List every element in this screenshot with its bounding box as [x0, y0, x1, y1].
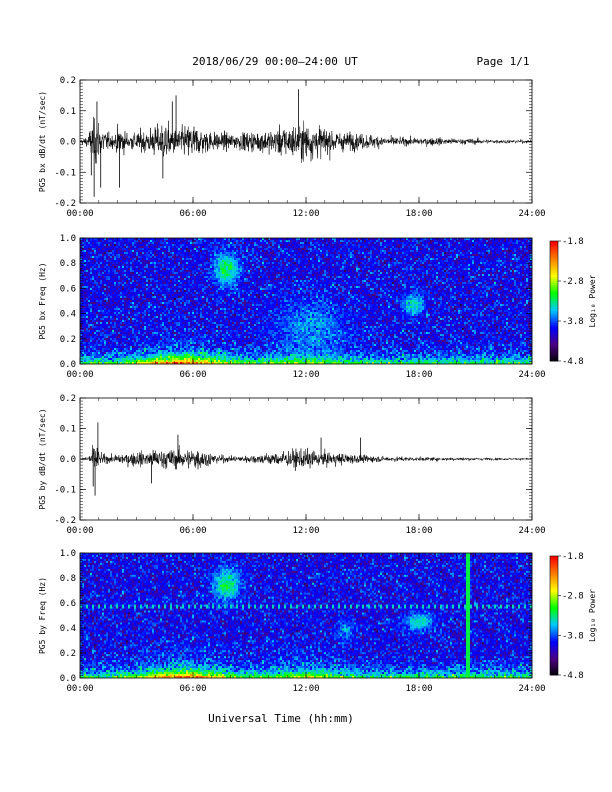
x-tick-label: 18:00: [405, 526, 432, 536]
spectrogram-cells: [80, 553, 533, 679]
y-tick-label: 0.2: [60, 76, 76, 86]
x-tick-label: 18:00: [405, 684, 432, 694]
x-tick-label: 12:00: [292, 209, 319, 219]
y-tick-label: 0.2: [60, 394, 76, 404]
y-axis-label: PG5 bx Freq (Hz): [38, 262, 47, 339]
x-tick-label: 06:00: [179, 684, 206, 694]
y-axis-label: PG5 by Freq (Hz): [38, 577, 47, 654]
y-tick-label: -0.1: [54, 486, 76, 496]
y-tick-label: 0.4: [60, 624, 76, 634]
series-line: [79, 116, 533, 164]
y-tick-label: 0.1: [60, 107, 76, 117]
y-tick-label: 0.2: [60, 649, 76, 659]
x-tick-label: 00:00: [66, 209, 93, 219]
colorbar-tick-label: -1.8: [562, 237, 584, 247]
y-tick-label: -0.2: [54, 516, 76, 526]
x-axis-title: Universal Time (hh:mm): [208, 712, 354, 725]
x-tick-label: 12:00: [292, 370, 319, 380]
colorbar: -1.8 -2.8 -3.8 -4.8 Log₁₀ Power: [549, 552, 597, 681]
colorbar-tick-label: -1.8: [562, 552, 584, 562]
x-tick-label: 06:00: [179, 209, 206, 219]
page-number: Page 1/1: [477, 55, 530, 68]
plot-frame: [79, 237, 533, 365]
y-tick-label: 1.0: [60, 549, 76, 559]
colorbar-tick-label: -3.8: [562, 317, 584, 327]
colorbar-label: Log₁₀ Power: [588, 274, 597, 327]
colorbar-label: Log₁₀ Power: [588, 589, 597, 642]
x-tick-label: 00:00: [66, 526, 93, 536]
panel-bx-spectrogram: -1.8 -2.8 -3.8 -4.8 Log₁₀ Power 1.0 0.8 0.6 0.4 0…: [38, 234, 597, 380]
x-tick-label: 06:00: [179, 526, 206, 536]
x-tick-label: 18:00: [405, 209, 432, 219]
y-tick-label: 0.0: [60, 455, 76, 465]
x-tick-label: 00:00: [66, 370, 93, 380]
x-tick-label: 06:00: [179, 370, 206, 380]
x-tick-label: 12:00: [292, 684, 319, 694]
y-tick-label: 0.0: [60, 138, 76, 148]
y-tick-label: -0.2: [54, 199, 76, 209]
y-tick-label: 0.6: [60, 599, 76, 609]
panel-by-timeseries: 0.2 0.1 0.0 -0.1 -0.200:00 06:00 12:00 18:00 24:…: [38, 394, 546, 536]
spectrogram-cells: [80, 238, 533, 365]
y-tick-label: 0.4: [60, 310, 76, 320]
plot-frame: [79, 552, 533, 679]
y-axis-label: PG5 bx dB/dt (nT/sec): [38, 91, 47, 192]
x-tick-label: 24:00: [518, 209, 545, 219]
y-tick-label: 0.6: [60, 284, 76, 294]
page-title: 2018/06/29 00:00–24:00 UT: [192, 55, 358, 68]
colorbar-tick-label: -2.8: [562, 277, 584, 287]
y-tick-label: 0.2: [60, 335, 76, 345]
colorbar-tick-label: -4.8: [562, 671, 584, 681]
panel-by-spectrogram: -1.8 -2.8 -3.8 -4.8 Log₁₀ Power 1.0 0.8 0.6 0.4 0…: [38, 549, 597, 694]
colorbar-tick-label: -4.8: [562, 357, 584, 367]
x-tick-label: 24:00: [518, 684, 545, 694]
y-tick-label: 1.0: [60, 234, 76, 244]
x-tick-label: 12:00: [292, 526, 319, 536]
y-axis-label: PG5 by dB/dt (nT/sec): [38, 408, 47, 509]
x-tick-label: 00:00: [66, 684, 93, 694]
panel-bx-timeseries: 0.2 0.1 0.0 -0.1 -0.200:00 06:00 12:00 18:00 24:…: [38, 76, 546, 219]
x-tick-label: 24:00: [518, 370, 545, 380]
y-tick-label: 0.0: [60, 674, 76, 684]
colorbar-tick-label: -2.8: [562, 592, 584, 602]
y-tick-label: -0.1: [54, 168, 76, 178]
x-tick-label: 18:00: [405, 370, 432, 380]
colorbar: -1.8 -2.8 -3.8 -4.8 Log₁₀ Power: [549, 237, 597, 367]
y-tick-label: 0.1: [60, 425, 76, 435]
y-tick-label: 0.8: [60, 259, 76, 269]
y-tick-label: 0.8: [60, 574, 76, 584]
y-tick-label: 0.0: [60, 360, 76, 370]
colorbar-tick-label: -3.8: [562, 631, 584, 641]
x-tick-label: 24:00: [518, 526, 545, 536]
plot-frame: [79, 79, 533, 204]
series-line: [79, 444, 533, 471]
plot-frame: [79, 397, 533, 521]
